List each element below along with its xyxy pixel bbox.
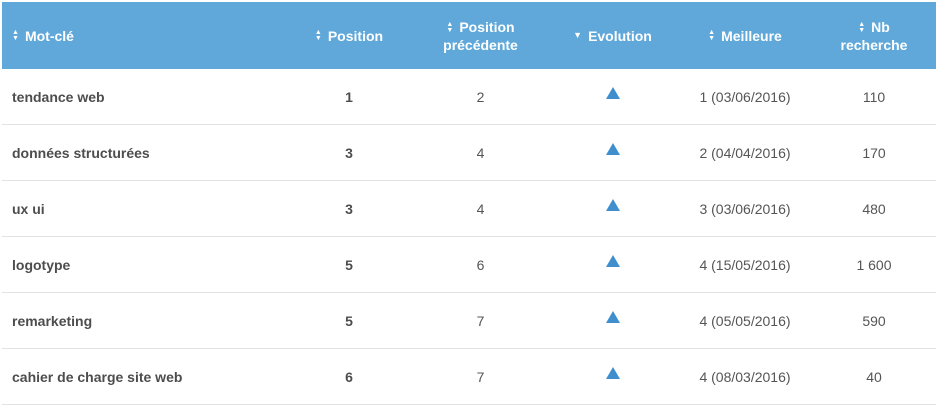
table-header: ▲ ▼ Mot-clé ▲ ▼ Position ▲ ▼ Position précéd… — [2, 2, 936, 69]
position-cell: 3 — [345, 144, 353, 161]
arrow-up-icon — [605, 198, 620, 211]
position-cell: 5 — [345, 312, 353, 329]
table-row: remarketing 5 7 4 (05/05/2016) 590 — [2, 293, 936, 349]
sort-arrows-icon[interactable]: ▲ ▼ — [446, 20, 454, 34]
table-row: ux ui 3 4 3 (03/06/2016) 480 — [2, 181, 936, 237]
evolution-cell — [547, 181, 678, 236]
evolution-cell — [547, 69, 678, 124]
previous-position-cell: 7 — [476, 312, 485, 329]
column-label-line2: recherche — [840, 36, 908, 53]
best-position-cell: 1 (03/06/2016) — [699, 88, 791, 105]
table-row: cahier de charge site web 6 7 4 (08/03/2… — [2, 349, 936, 405]
table-row: logotype 5 6 4 (15/05/2016) 1 600 — [2, 237, 936, 293]
search-volume-cell: 170 — [862, 144, 886, 161]
keyword-cell: données structurées — [12, 144, 150, 161]
column-header-keyword[interactable]: ▲ ▼ Mot-clé — [2, 2, 284, 69]
sort-arrows-icon[interactable]: ▲ ▼ — [314, 28, 322, 42]
column-label: Position — [327, 27, 384, 44]
sort-arrows-icon[interactable]: ▲ ▼ — [12, 28, 19, 42]
table-row: données structurées 3 4 2 (04/04/2016) 1… — [2, 125, 936, 181]
column-header-previous-position[interactable]: ▲ ▼ Position précédente — [414, 2, 547, 69]
position-cell: 3 — [345, 200, 353, 217]
search-volume-cell: 480 — [862, 200, 886, 217]
evolution-cell — [547, 349, 678, 404]
previous-position-cell: 4 — [476, 200, 485, 217]
column-label-line1: Nb — [871, 18, 890, 35]
arrow-up-icon — [605, 142, 620, 155]
column-label-line2: précédente — [443, 36, 518, 53]
search-volume-cell: 110 — [862, 88, 886, 105]
column-label: Mot-clé — [24, 27, 74, 44]
column-header-best[interactable]: ▲ ▼ Meilleure — [678, 2, 812, 69]
keyword-cell: tendance web — [12, 88, 105, 105]
position-cell: 5 — [345, 256, 353, 273]
previous-position-cell: 4 — [476, 144, 485, 161]
previous-position-cell: 6 — [476, 256, 485, 273]
column-header-position[interactable]: ▲ ▼ Position — [284, 2, 414, 69]
previous-position-cell: 7 — [476, 368, 485, 385]
best-position-cell: 4 (08/03/2016) — [699, 368, 791, 385]
evolution-cell — [547, 293, 678, 348]
evolution-cell — [547, 125, 678, 180]
column-header-searches[interactable]: ▲ ▼ Nb recherche — [812, 2, 936, 69]
keyword-cell: cahier de charge site web — [12, 368, 183, 385]
keyword-cell: ux ui — [12, 200, 45, 217]
column-label-line1: Position — [459, 18, 515, 35]
best-position-cell: 3 (03/06/2016) — [699, 200, 791, 217]
keyword-cell: remarketing — [12, 312, 93, 329]
table-row: tendance web 1 2 1 (03/06/2016) 110 — [2, 69, 936, 125]
column-label: Meilleure — [721, 27, 782, 44]
position-cell: 6 — [345, 368, 353, 385]
evolution-cell — [547, 237, 678, 292]
column-label: ▲ ▼ Position précédente — [443, 18, 518, 54]
arrow-up-icon — [605, 86, 620, 99]
best-position-cell: 4 (05/05/2016) — [699, 312, 791, 329]
arrow-up-icon — [605, 366, 620, 379]
search-volume-cell: 1 600 — [856, 256, 892, 273]
column-label: ▲ ▼ Nb recherche — [841, 18, 908, 54]
best-position-cell: 2 (04/04/2016) — [699, 144, 791, 161]
best-position-cell: 4 (15/05/2016) — [699, 256, 791, 273]
sort-arrows-icon[interactable]: ▲ ▼ — [858, 20, 866, 34]
arrow-up-icon — [605, 310, 620, 323]
column-label: Evolution — [588, 27, 652, 44]
position-cell: 1 — [345, 88, 353, 105]
sort-desc-icon[interactable]: ▼ — [573, 30, 583, 40]
search-volume-cell: 590 — [862, 312, 886, 329]
arrow-up-icon — [605, 254, 620, 267]
column-header-evolution[interactable]: ▼ Evolution — [547, 2, 678, 69]
previous-position-cell: 2 — [476, 88, 485, 105]
keyword-cell: logotype — [12, 256, 71, 273]
search-volume-cell: 40 — [866, 368, 882, 385]
sort-arrows-icon[interactable]: ▲ ▼ — [708, 28, 716, 42]
